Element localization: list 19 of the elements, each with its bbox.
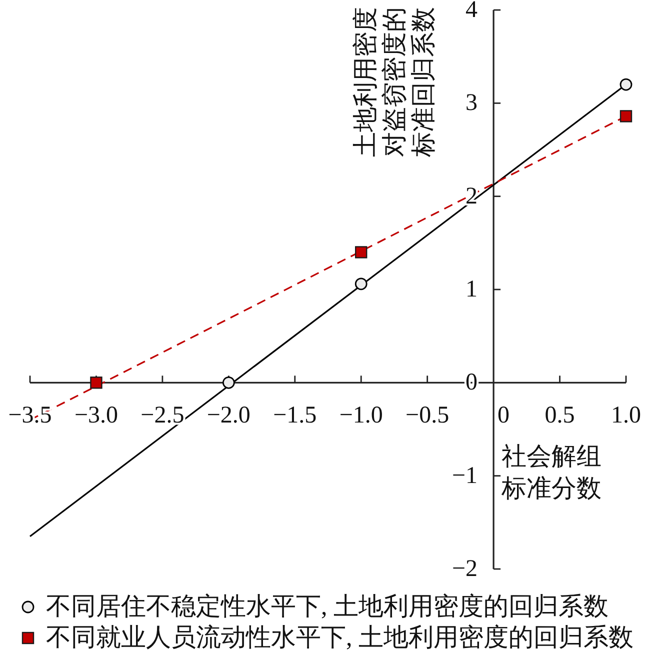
legend-label: 不同就业人员流动性水平下, 土地利用密度的回归系数 [46,624,634,652]
ylabel: 土地利用密度对盗窃密度的标准回归系数 [352,7,438,157]
x-tick-label: −2.0 [206,402,250,429]
x-tick-label: −3.5 [8,402,52,429]
x-tick-label: 0 [498,402,510,429]
y-tick-label: 4 [466,0,478,23]
x-tick-label: −0.5 [406,402,450,429]
x-tick-label: 1.0 [611,402,641,429]
legend-label: 不同居住不稳定性水平下, 土地利用密度的回归系数 [46,592,608,620]
y-tick-label: 3 [466,90,478,116]
x-tick-label: −1.5 [273,402,317,429]
y-tick-label: 1 [466,276,478,302]
x-tick-label: −2.5 [140,402,184,429]
x-tick-label: −3.0 [74,402,118,429]
y-tick-label: −2 [452,556,478,582]
y-tick-label: −1 [452,462,478,489]
xlabel: 社会解组标准分数 [502,443,602,502]
x-tick-label: 0.5 [544,402,575,429]
x-tick-label: −1.0 [339,402,383,429]
